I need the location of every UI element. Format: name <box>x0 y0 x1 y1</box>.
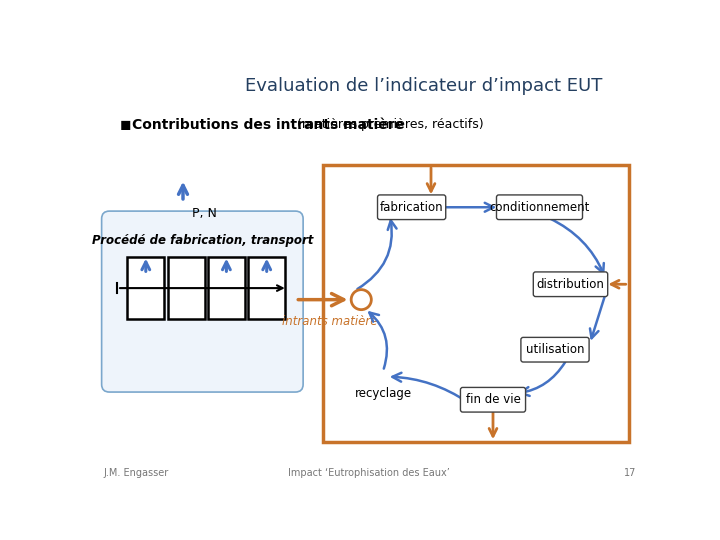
Text: intrants matière: intrants matière <box>282 315 378 328</box>
Text: J.M. Engasser: J.M. Engasser <box>104 468 169 478</box>
FancyBboxPatch shape <box>248 257 285 319</box>
Text: conditionnement: conditionnement <box>490 201 590 214</box>
FancyBboxPatch shape <box>102 211 303 392</box>
Text: recyclage: recyclage <box>354 387 412 400</box>
Text: distribution: distribution <box>536 278 604 291</box>
Text: Evaluation de l’indicateur d’impact EUT: Evaluation de l’indicateur d’impact EUT <box>245 77 602 96</box>
Text: (matières premières, réactifs): (matières premières, réactifs) <box>293 118 484 131</box>
FancyBboxPatch shape <box>208 257 245 319</box>
Text: Procédé de fabrication, transport: Procédé de fabrication, transport <box>91 234 313 247</box>
Circle shape <box>351 289 372 309</box>
Text: fabrication: fabrication <box>380 201 444 214</box>
Text: Contributions des intrants matière: Contributions des intrants matière <box>132 118 404 132</box>
FancyBboxPatch shape <box>127 257 164 319</box>
FancyBboxPatch shape <box>534 272 608 296</box>
FancyBboxPatch shape <box>168 257 204 319</box>
FancyBboxPatch shape <box>497 195 582 220</box>
Text: utilisation: utilisation <box>526 343 584 356</box>
Text: 17: 17 <box>624 468 636 478</box>
Text: fin de vie: fin de vie <box>466 393 521 406</box>
FancyBboxPatch shape <box>461 387 526 412</box>
FancyBboxPatch shape <box>377 195 446 220</box>
FancyBboxPatch shape <box>521 338 589 362</box>
Text: ◼: ◼ <box>120 118 131 132</box>
Text: P, N: P, N <box>192 207 217 220</box>
Text: Impact ‘Eutrophisation des Eaux’: Impact ‘Eutrophisation des Eaux’ <box>288 468 450 478</box>
